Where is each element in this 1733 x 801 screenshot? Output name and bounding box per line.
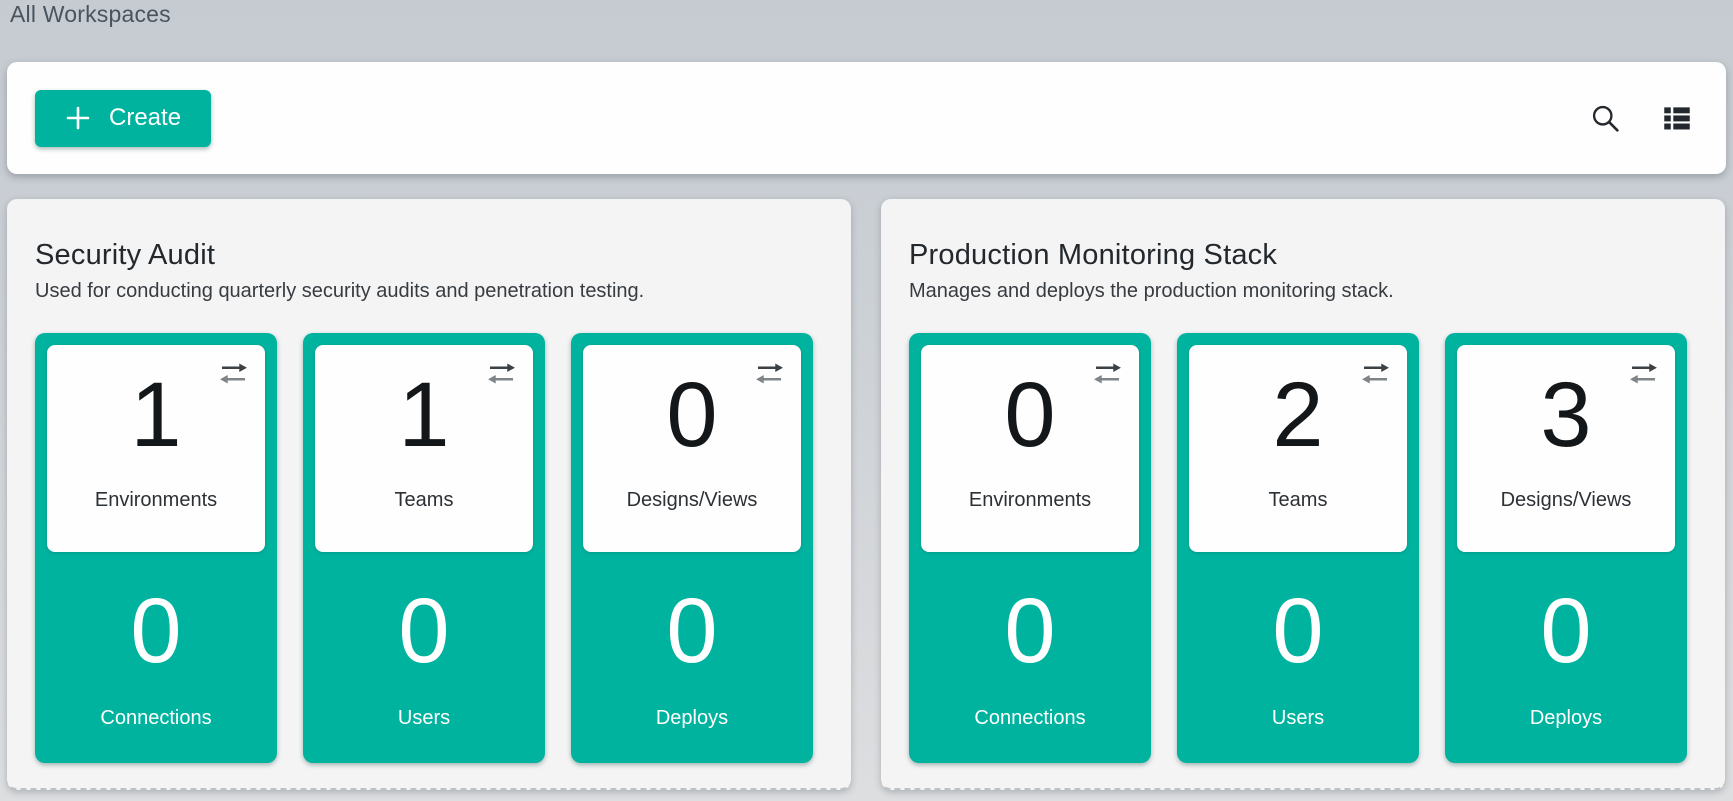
stat-tile-environments-connections[interactable]: 1 Environments 0 Connections (35, 333, 277, 763)
stat-top-label: Designs/Views (626, 489, 758, 511)
stat-top-value: 1 (130, 364, 182, 466)
stat-bottom-label: Connections (100, 707, 212, 729)
stat-tile-top: 3 Designs/Views (1457, 345, 1675, 552)
transfer-arrows-icon[interactable] (1092, 361, 1123, 391)
create-button-label: Create (109, 104, 182, 131)
stat-tile-designs-deploys[interactable]: 3 Designs/Views 0 Deploys (1445, 333, 1687, 763)
stat-tile-top: 1 Teams (315, 345, 533, 552)
search-button[interactable] (1585, 98, 1626, 139)
stat-top-value: 0 (666, 364, 718, 466)
stat-bottom-value: 0 (398, 580, 450, 682)
stat-tiles: 1 Environments 0 Connections 1 Teams (35, 333, 813, 763)
stat-tile-bottom: 0 Connections (909, 552, 1151, 763)
stat-tile-bottom: 0 Deploys (1445, 552, 1687, 763)
transfer-arrows-icon[interactable] (218, 361, 249, 391)
stat-top-value: 1 (398, 364, 450, 466)
view-list-icon (1660, 101, 1694, 135)
page-title: All Workspaces (10, 1, 171, 27)
view-list-button[interactable] (1656, 97, 1698, 139)
stat-tile-top: 0 Designs/Views (583, 345, 801, 552)
stat-top-label: Environments (968, 489, 1092, 511)
stat-top-value: 2 (1272, 364, 1324, 466)
stat-tile-top: 1 Environments (47, 345, 265, 552)
workspace-card-production-monitoring-stack: Production Monitoring Stack Manages and … (881, 199, 1725, 790)
stat-bottom-value: 0 (1540, 580, 1592, 682)
stat-tiles: 0 Environments 0 Connections 2 Teams (909, 333, 1687, 763)
stat-top-value: 0 (1004, 364, 1056, 466)
workspace-description: Used for conducting quarterly security a… (35, 280, 645, 302)
stat-bottom-value: 0 (1004, 580, 1056, 682)
stat-tile-bottom: 0 Connections (35, 552, 277, 763)
stat-top-label: Teams (1268, 489, 1328, 511)
workspaces-grid: Security Audit Used for conducting quart… (7, 199, 1725, 790)
stat-bottom-label: Deploys (1529, 707, 1603, 729)
toolbar-actions (1585, 97, 1698, 139)
stat-tile-top: 0 Environments (921, 345, 1139, 552)
stat-bottom-label: Users (1271, 707, 1325, 729)
stat-bottom-value: 0 (130, 580, 182, 682)
stat-bottom-label: Deploys (655, 707, 729, 729)
workspace-card-security-audit: Security Audit Used for conducting quart… (7, 199, 851, 790)
workspace-title: Security Audit (35, 239, 216, 271)
stat-bottom-label: Connections (974, 707, 1086, 729)
stat-tile-teams-users[interactable]: 1 Teams 0 Users (303, 333, 545, 763)
stat-top-label: Environments (94, 489, 218, 511)
stat-tile-top: 2 Teams (1189, 345, 1407, 552)
stat-tile-bottom: 0 Deploys (571, 552, 813, 763)
stat-bottom-value: 0 (1272, 580, 1324, 682)
stat-tile-bottom: 0 Users (1177, 552, 1419, 763)
stat-tile-bottom: 0 Users (303, 552, 545, 763)
search-icon (1589, 102, 1622, 135)
workspace-title: Production Monitoring Stack (909, 239, 1278, 271)
stat-top-label: Teams (394, 489, 454, 511)
stat-top-label: Designs/Views (1500, 489, 1632, 511)
transfer-arrows-icon[interactable] (1360, 361, 1391, 391)
transfer-arrows-icon[interactable] (486, 361, 517, 391)
toolbar: Create (7, 62, 1726, 174)
stat-bottom-value: 0 (666, 580, 718, 682)
stat-tile-designs-deploys[interactable]: 0 Designs/Views 0 Deploys (571, 333, 813, 763)
stat-tile-environments-connections[interactable]: 0 Environments 0 Connections (909, 333, 1151, 763)
plus-icon (65, 105, 91, 131)
workspace-description: Manages and deploys the production monit… (909, 280, 1394, 302)
transfer-arrows-icon[interactable] (1628, 361, 1659, 391)
stat-bottom-label: Users (397, 707, 451, 729)
stat-top-value: 3 (1540, 364, 1592, 466)
transfer-arrows-icon[interactable] (754, 361, 785, 391)
stat-tile-teams-users[interactable]: 2 Teams 0 Users (1177, 333, 1419, 763)
create-button[interactable]: Create (35, 89, 212, 147)
